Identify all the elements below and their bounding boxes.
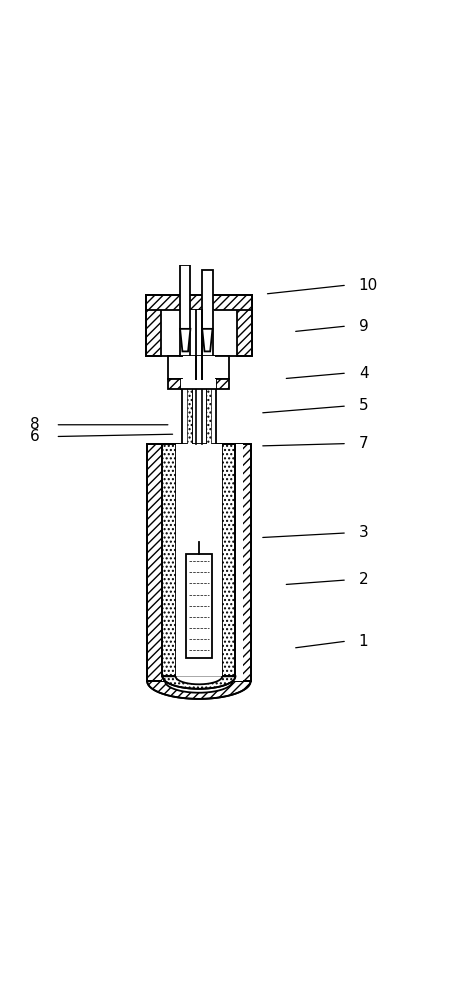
Bar bbox=[147, 444, 165, 681]
Bar bbox=[184, 310, 214, 356]
Text: 9: 9 bbox=[359, 319, 368, 334]
Text: 2: 2 bbox=[359, 572, 368, 587]
Bar bbox=[168, 356, 229, 379]
Bar bbox=[202, 270, 212, 356]
Text: 4: 4 bbox=[359, 366, 368, 381]
Bar bbox=[180, 265, 191, 356]
Polygon shape bbox=[147, 681, 251, 699]
Bar bbox=[183, 356, 215, 379]
Polygon shape bbox=[162, 676, 236, 689]
Bar bbox=[146, 295, 161, 356]
Polygon shape bbox=[175, 676, 222, 684]
Text: 3: 3 bbox=[359, 525, 368, 540]
Bar bbox=[233, 444, 251, 681]
Bar bbox=[162, 444, 165, 681]
Bar bbox=[146, 295, 252, 310]
Bar bbox=[216, 379, 229, 389]
Polygon shape bbox=[202, 329, 212, 351]
Bar bbox=[165, 444, 243, 681]
Bar bbox=[182, 379, 216, 389]
Text: 8: 8 bbox=[30, 417, 39, 432]
Bar bbox=[162, 444, 236, 676]
Text: 10: 10 bbox=[359, 278, 378, 293]
Bar bbox=[233, 444, 236, 681]
Text: 6: 6 bbox=[30, 429, 39, 444]
Bar bbox=[168, 379, 182, 389]
Bar bbox=[236, 295, 252, 356]
Bar bbox=[147, 444, 251, 681]
Text: 7: 7 bbox=[359, 436, 368, 451]
Polygon shape bbox=[180, 329, 191, 351]
Bar bbox=[206, 379, 210, 444]
Bar bbox=[161, 310, 236, 356]
Text: 1: 1 bbox=[359, 634, 368, 649]
Bar bbox=[182, 379, 216, 444]
Text: 5: 5 bbox=[359, 398, 368, 413]
Bar bbox=[187, 379, 192, 444]
Bar bbox=[146, 295, 252, 356]
Polygon shape bbox=[165, 681, 233, 693]
Bar bbox=[186, 554, 212, 658]
Bar bbox=[162, 444, 175, 676]
Bar bbox=[222, 444, 236, 676]
Bar bbox=[175, 444, 222, 676]
